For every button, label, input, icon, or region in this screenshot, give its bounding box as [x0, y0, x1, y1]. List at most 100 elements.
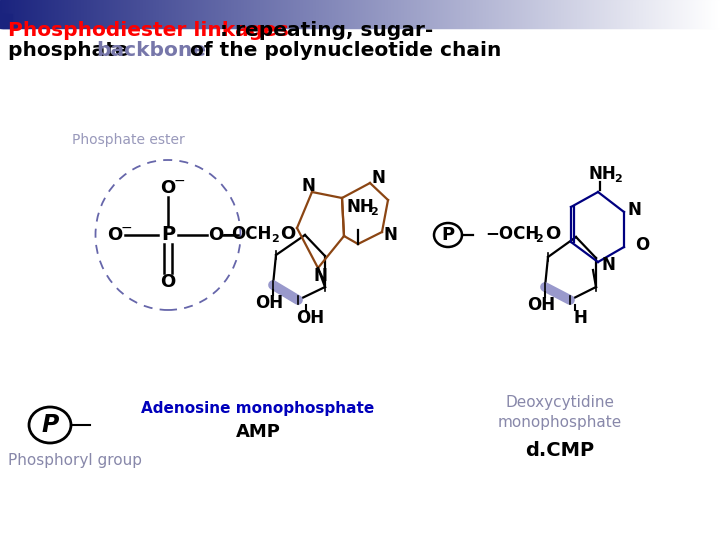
Bar: [248, 0, 249, 28]
Bar: [487, 0, 488, 28]
Bar: [337, 0, 338, 28]
Bar: [94, 0, 95, 28]
Bar: [329, 0, 330, 28]
Bar: [132, 0, 133, 28]
Bar: [409, 0, 410, 28]
Bar: [61, 0, 62, 28]
Bar: [169, 0, 170, 28]
Bar: [389, 0, 390, 28]
Text: Phosphodiester linkages: Phosphodiester linkages: [8, 21, 289, 39]
Bar: [538, 0, 539, 28]
Bar: [180, 0, 181, 28]
Bar: [393, 0, 394, 28]
Bar: [364, 0, 365, 28]
Bar: [507, 0, 508, 28]
Bar: [79, 0, 80, 28]
Bar: [591, 0, 592, 28]
Bar: [541, 0, 542, 28]
Bar: [212, 0, 213, 28]
Text: N: N: [301, 177, 315, 195]
Bar: [40, 0, 41, 28]
Bar: [209, 0, 210, 28]
Bar: [697, 0, 698, 28]
Bar: [133, 0, 134, 28]
Bar: [693, 0, 694, 28]
Bar: [310, 0, 311, 28]
Bar: [690, 0, 691, 28]
Bar: [32, 0, 33, 28]
Bar: [298, 0, 299, 28]
Bar: [205, 0, 206, 28]
Bar: [593, 0, 594, 28]
Bar: [143, 0, 144, 28]
Bar: [711, 0, 712, 28]
Bar: [275, 0, 276, 28]
Bar: [325, 0, 326, 28]
Bar: [34, 0, 35, 28]
Bar: [660, 0, 661, 28]
Bar: [359, 0, 360, 28]
Text: O: O: [208, 226, 224, 244]
Text: P: P: [441, 226, 454, 244]
Bar: [26, 0, 27, 28]
Bar: [119, 0, 120, 28]
Bar: [211, 0, 212, 28]
Bar: [274, 0, 275, 28]
Bar: [590, 0, 591, 28]
Bar: [533, 0, 534, 28]
Bar: [438, 0, 439, 28]
Bar: [258, 0, 259, 28]
Bar: [378, 0, 379, 28]
Bar: [362, 0, 363, 28]
Bar: [435, 0, 436, 28]
Bar: [638, 0, 639, 28]
Bar: [625, 0, 626, 28]
Bar: [244, 0, 245, 28]
Bar: [385, 0, 386, 28]
Bar: [614, 0, 615, 28]
Bar: [413, 0, 414, 28]
Bar: [600, 0, 601, 28]
Bar: [202, 0, 203, 28]
Bar: [311, 0, 312, 28]
Bar: [203, 0, 204, 28]
Bar: [343, 0, 344, 28]
Bar: [29, 0, 30, 28]
Bar: [59, 0, 60, 28]
Bar: [412, 0, 413, 28]
Bar: [256, 0, 257, 28]
Bar: [588, 0, 589, 28]
Bar: [686, 0, 687, 28]
Bar: [21, 0, 22, 28]
Bar: [569, 0, 570, 28]
Bar: [641, 0, 642, 28]
Bar: [56, 0, 57, 28]
Bar: [318, 0, 319, 28]
Text: −: −: [174, 174, 185, 188]
Bar: [675, 0, 676, 28]
Bar: [685, 0, 686, 28]
Bar: [604, 0, 605, 28]
Bar: [48, 0, 49, 28]
Bar: [3, 0, 4, 28]
Bar: [504, 0, 505, 28]
Text: OCH: OCH: [231, 225, 271, 243]
Bar: [399, 0, 400, 28]
Bar: [699, 0, 700, 28]
Bar: [422, 0, 423, 28]
Bar: [606, 0, 607, 28]
Bar: [623, 0, 624, 28]
Bar: [568, 0, 569, 28]
Bar: [564, 0, 565, 28]
Text: OH: OH: [296, 309, 324, 327]
Bar: [368, 0, 369, 28]
Bar: [305, 0, 306, 28]
Bar: [107, 0, 108, 28]
Bar: [555, 0, 556, 28]
Bar: [381, 0, 382, 28]
Bar: [308, 0, 309, 28]
Bar: [579, 0, 580, 28]
Bar: [328, 0, 329, 28]
Bar: [618, 0, 619, 28]
Bar: [307, 0, 308, 28]
